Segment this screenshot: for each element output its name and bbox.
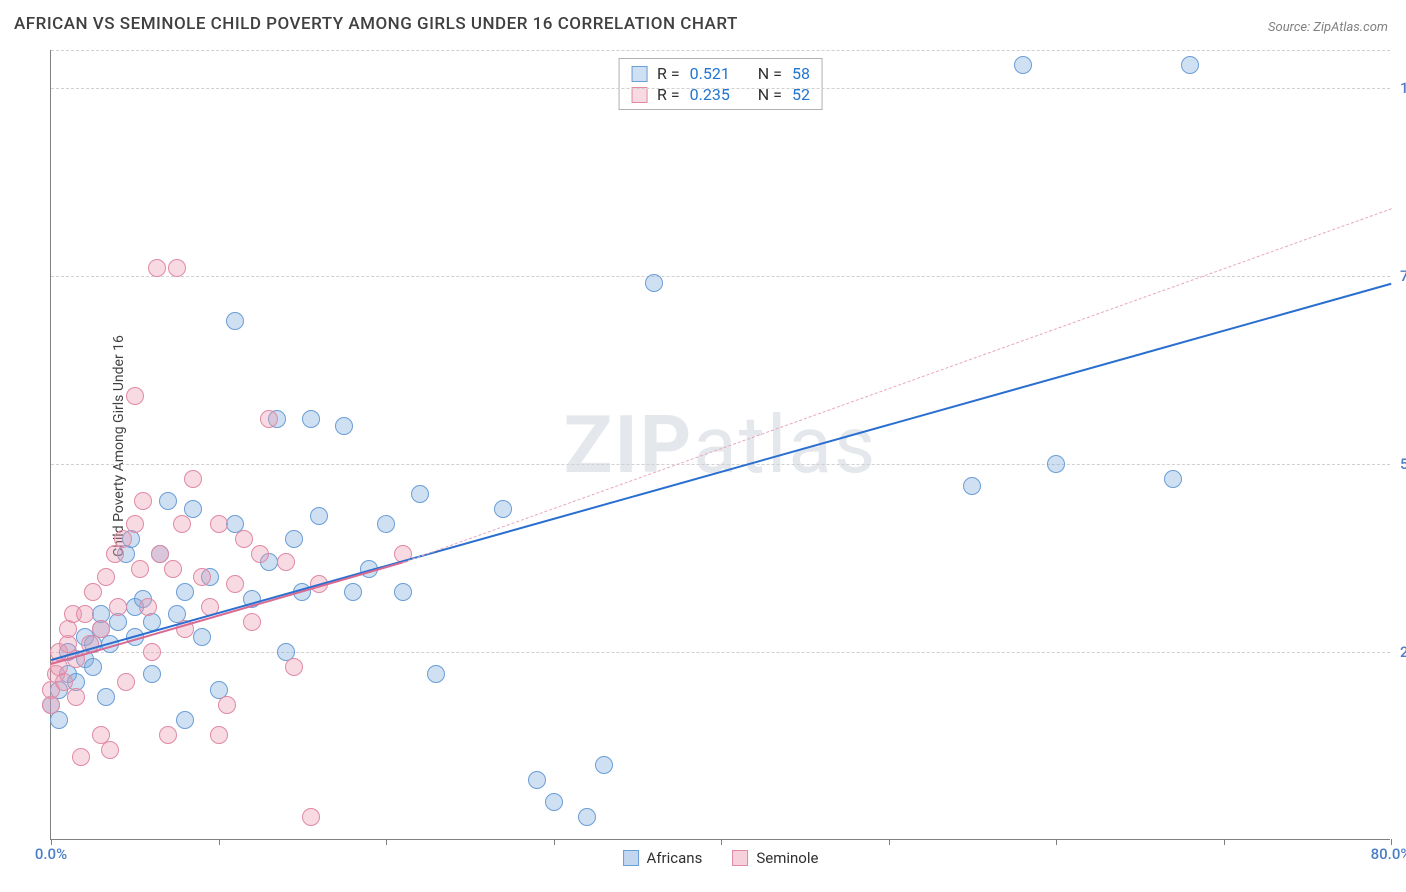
data-point (72, 748, 90, 766)
data-point (210, 726, 228, 744)
data-point (84, 658, 102, 676)
data-point (193, 628, 211, 646)
data-point (97, 568, 115, 586)
data-point (494, 500, 512, 518)
data-point (251, 545, 269, 563)
trend-line (403, 208, 1392, 563)
data-point (1047, 455, 1065, 473)
scatter-plot: ZIPatlas R = 0.521 N = 58R = 0.235 N = 5… (50, 50, 1390, 840)
legend-row: R = 0.521 N = 58 (631, 63, 810, 84)
data-point (285, 530, 303, 548)
data-point (1164, 470, 1182, 488)
data-point (139, 598, 157, 616)
x-tick-label: 80.0% (1371, 845, 1406, 863)
legend-swatch (732, 850, 748, 866)
source-label: Source: ZipAtlas.com (1268, 20, 1388, 35)
data-point (302, 808, 320, 826)
data-point (193, 568, 211, 586)
gridline-h (51, 464, 1390, 465)
data-point (126, 515, 144, 533)
legend-item: Seminole (732, 849, 818, 867)
data-point (595, 756, 613, 774)
data-point (285, 658, 303, 676)
y-tick-label: 100.0% (1400, 79, 1406, 97)
y-tick-label: 50.0% (1400, 455, 1406, 473)
data-point (176, 583, 194, 601)
data-point (226, 312, 244, 330)
x-tick-mark (721, 839, 722, 845)
data-point (134, 492, 152, 510)
data-point (159, 492, 177, 510)
legend-label: Seminole (756, 849, 818, 867)
gridline-h (51, 652, 1390, 653)
data-point (76, 605, 94, 623)
data-point (148, 259, 166, 277)
x-tick-mark (889, 839, 890, 845)
data-point (114, 530, 132, 548)
data-point (411, 485, 429, 503)
data-point (243, 613, 261, 631)
data-point (92, 620, 110, 638)
data-point (176, 711, 194, 729)
data-point (97, 688, 115, 706)
data-point (645, 274, 663, 292)
data-point (210, 515, 228, 533)
data-point (427, 665, 445, 683)
x-tick-label: 0.0% (35, 845, 67, 863)
data-point (335, 417, 353, 435)
data-point (260, 410, 278, 428)
data-point (117, 673, 135, 691)
correlation-legend: R = 0.521 N = 58R = 0.235 N = 52 (618, 58, 823, 110)
data-point (184, 500, 202, 518)
data-point (218, 696, 236, 714)
data-point (277, 553, 295, 571)
data-point (377, 515, 395, 533)
data-point (184, 470, 202, 488)
series-legend: Africans Seminole (623, 849, 819, 867)
legend-label: Africans (647, 849, 703, 867)
legend-swatch (631, 87, 647, 103)
data-point (226, 575, 244, 593)
data-point (310, 507, 328, 525)
data-point (578, 808, 596, 826)
legend-swatch (623, 850, 639, 866)
data-point (545, 793, 563, 811)
data-point (109, 598, 127, 616)
data-point (528, 771, 546, 789)
data-point (143, 665, 161, 683)
legend-swatch (631, 66, 647, 82)
data-point (67, 688, 85, 706)
data-point (151, 545, 169, 563)
data-point (173, 515, 191, 533)
data-point (344, 583, 362, 601)
data-point (143, 643, 161, 661)
gridline-h (51, 276, 1390, 277)
y-tick-label: 25.0% (1400, 643, 1406, 661)
data-point (394, 583, 412, 601)
data-point (1181, 56, 1199, 74)
data-point (168, 259, 186, 277)
data-point (126, 387, 144, 405)
x-tick-mark (386, 839, 387, 845)
watermark: ZIPatlas (564, 398, 877, 492)
y-tick-label: 75.0% (1400, 267, 1406, 285)
data-point (963, 477, 981, 495)
data-point (84, 583, 102, 601)
data-point (235, 530, 253, 548)
x-tick-mark (1056, 839, 1057, 845)
gridline-h (51, 88, 1390, 89)
data-point (101, 741, 119, 759)
data-point (131, 560, 149, 578)
data-point (302, 410, 320, 428)
data-point (1014, 56, 1032, 74)
legend-item: Africans (623, 849, 703, 867)
data-point (164, 560, 182, 578)
gridline-h (51, 50, 1390, 51)
x-tick-mark (554, 839, 555, 845)
x-tick-mark (219, 839, 220, 845)
data-point (159, 726, 177, 744)
x-tick-mark (1224, 839, 1225, 845)
chart-title: AFRICAN VS SEMINOLE CHILD POVERTY AMONG … (14, 14, 738, 34)
